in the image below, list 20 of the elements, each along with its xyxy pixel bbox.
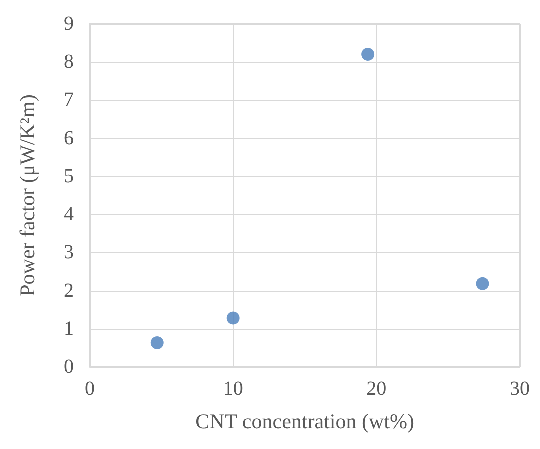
- y-tick-label: 0: [64, 356, 74, 378]
- point: [476, 277, 490, 290]
- y-tick-label: 8: [64, 51, 74, 74]
- x-tick-label: 30: [510, 378, 530, 400]
- y-tick-label: 7: [64, 89, 74, 112]
- y-tick-label: 9: [64, 13, 74, 35]
- y-tick-label: 5: [64, 165, 74, 188]
- y-tick-label: 6: [64, 127, 74, 150]
- y-tick-label: 4: [64, 204, 74, 226]
- x-axis-title: CNT concentration (wt%): [196, 410, 414, 434]
- point: [150, 336, 164, 350]
- y-tick-label: 3: [64, 242, 74, 264]
- x-tick-label: 20: [366, 378, 387, 400]
- x-tick-label: 10: [223, 378, 244, 400]
- y-axis-title: Power factor (μW/K²m): [16, 94, 40, 296]
- point: [226, 312, 240, 325]
- point: [362, 48, 375, 61]
- y-tick-label: 2: [64, 280, 74, 302]
- x-tick-label: 0: [85, 378, 95, 400]
- y-tick-label: 1: [64, 318, 74, 340]
